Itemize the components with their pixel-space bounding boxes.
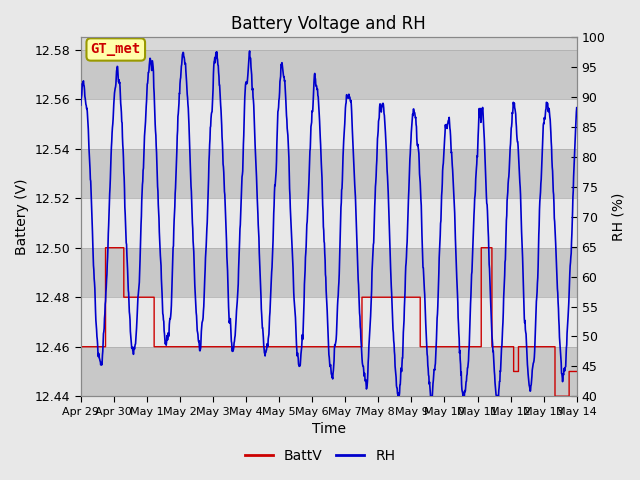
Title: Battery Voltage and RH: Battery Voltage and RH bbox=[231, 15, 426, 33]
Bar bbox=[81, 149, 577, 198]
Y-axis label: RH (%): RH (%) bbox=[611, 192, 625, 241]
Bar bbox=[81, 50, 577, 99]
Legend: BattV, RH: BattV, RH bbox=[239, 443, 401, 468]
X-axis label: Time: Time bbox=[312, 422, 346, 436]
Bar bbox=[81, 198, 577, 248]
Y-axis label: Battery (V): Battery (V) bbox=[15, 179, 29, 255]
Bar bbox=[81, 99, 577, 149]
Bar bbox=[81, 347, 577, 396]
Bar bbox=[81, 297, 577, 347]
Bar bbox=[81, 248, 577, 297]
Text: GT_met: GT_met bbox=[91, 43, 141, 57]
